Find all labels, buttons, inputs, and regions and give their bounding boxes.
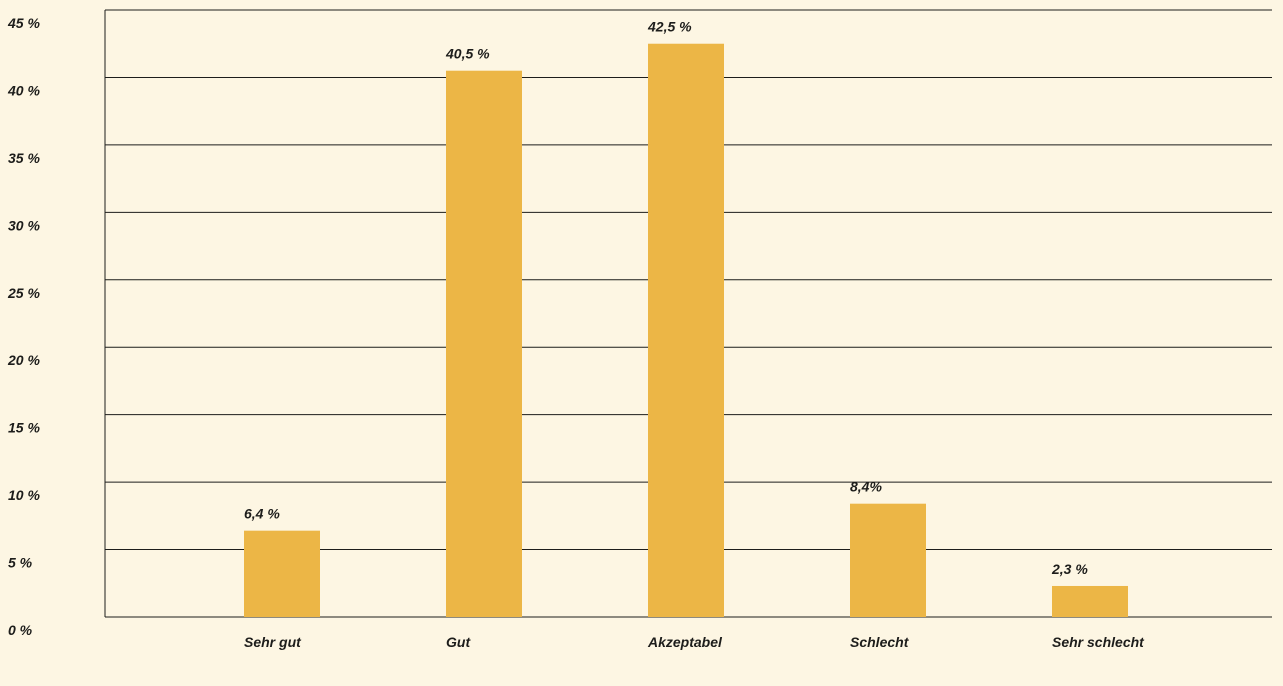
category-label: Sehr gut — [244, 634, 302, 650]
bar-sehr-schlecht — [1052, 585, 1128, 617]
category-label: Akzeptabel — [647, 634, 723, 650]
y-tick-label: 40 % — [7, 82, 40, 98]
category-label: Sehr schlecht — [1052, 634, 1145, 650]
y-tick-label: 5 % — [8, 555, 33, 571]
y-tick-label: 10 % — [8, 487, 40, 503]
y-tick-label: 0 % — [8, 622, 33, 638]
bar-sehr-gut — [244, 530, 320, 617]
data-label: 8,4% — [850, 479, 882, 495]
y-tick-label: 30 % — [8, 217, 40, 233]
y-tick-label: 45 % — [7, 15, 40, 31]
y-axis-tick-labels: 0 % 5 % 10 % 15 % 20 % 25 % 30 % 35 % 40 % 45 % — [7, 15, 40, 638]
y-tick-label: 20 % — [7, 352, 40, 368]
data-label: 42,5 % — [647, 19, 692, 35]
y-tick-label: 35 % — [8, 150, 40, 166]
data-labels: 6,4 % 40,5 % 42,5 % 8,4% 2,3 % — [244, 19, 1088, 577]
y-tick-label: 25 % — [7, 285, 40, 301]
bar-akzeptabel — [648, 43, 724, 617]
bar-gut — [446, 70, 522, 617]
category-label: Schlecht — [850, 634, 910, 650]
data-label: 6,4 % — [244, 506, 280, 522]
category-labels: Sehr gut Gut Akzeptabel Schlecht Sehr schlec… — [244, 634, 1145, 650]
data-label: 40,5 % — [445, 46, 490, 62]
bars — [244, 43, 1128, 617]
data-label: 2,3 % — [1051, 561, 1088, 577]
category-label: Gut — [446, 634, 471, 650]
y-tick-label: 15 % — [8, 420, 40, 436]
bar-schlecht — [850, 503, 926, 617]
